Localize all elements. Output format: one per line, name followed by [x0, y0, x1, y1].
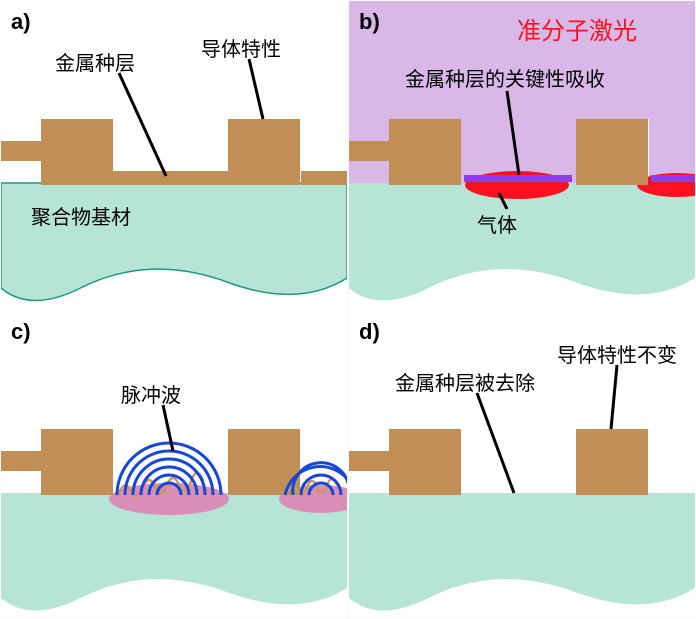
label-shock-c: 脉冲波	[121, 379, 181, 408]
leader-a	[1, 1, 348, 309]
panel-c-label: c)	[11, 319, 31, 345]
label-gas-b: 气体	[477, 209, 517, 238]
label-removed-d: 金属种层被去除	[395, 367, 535, 396]
label-conductor-a: 导体特性	[201, 33, 281, 62]
label-laser-b: 准分子激光	[517, 11, 637, 46]
panel-c: c)	[0, 310, 348, 619]
label-seed-a: 金属种层	[55, 47, 135, 76]
panel-b-label: b)	[359, 9, 380, 35]
panel-a: a) 金属种层 导体特性 聚合物基材	[0, 0, 348, 309]
panel-a-label: a)	[11, 9, 31, 35]
panel-d: d) 金属种层被去除 导体特性不变	[348, 310, 696, 619]
leader-c	[1, 311, 348, 619]
label-unchanged-d: 导体特性不变	[557, 339, 677, 368]
panel-b: b) 准分子激光 金属种层的关键性吸收 气体	[348, 0, 696, 309]
label-substrate-a: 聚合物基材	[31, 201, 131, 230]
leader-b	[349, 1, 696, 309]
panel-d-label: d)	[359, 319, 380, 345]
diagram-grid: a) 金属种层 导体特性 聚合物基材 b)	[0, 0, 696, 619]
label-absorb-b: 金属种层的关键性吸收	[405, 63, 605, 92]
